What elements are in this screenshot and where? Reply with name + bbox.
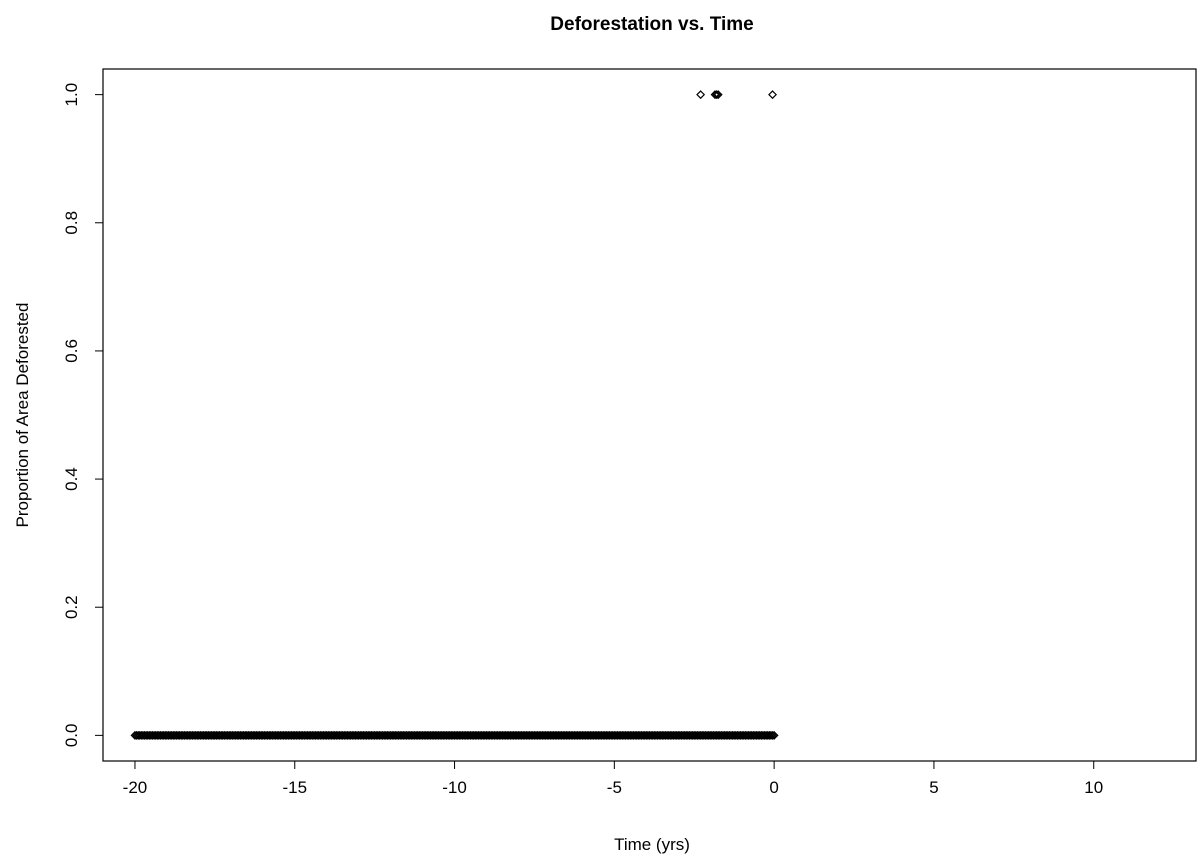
y-tick-label: 0.0 [62, 724, 81, 748]
x-axis: -20 -15 -10 -5 0 5 10 [123, 761, 1103, 797]
data-points [130, 90, 779, 740]
data-point [713, 90, 723, 100]
data-point [769, 730, 779, 740]
data-point [768, 730, 777, 740]
x-tick-label: -20 [123, 778, 148, 797]
x-tick-label: -10 [442, 778, 467, 797]
y-tick-label: 0.4 [62, 467, 81, 491]
x-tick-label: 0 [769, 778, 778, 797]
x-tick-label: -15 [282, 778, 307, 797]
y-tick-label: 0.2 [62, 595, 81, 619]
x-tick-label: 5 [929, 778, 938, 797]
data-point [696, 90, 706, 100]
data-point [710, 90, 720, 100]
data-point [768, 90, 777, 100]
plot-frame [102, 68, 1197, 762]
chart-title: Deforestation vs. Time [550, 14, 753, 35]
y-axis-label: Proportion of Area Deforested [13, 303, 32, 528]
y-axis: 0.0 0.2 0.4 0.6 0.8 1.0 [62, 83, 103, 747]
y-tick-label: 0.8 [62, 211, 81, 235]
x-tick-label: 10 [1084, 778, 1103, 797]
x-axis-label: Time (yrs) [614, 835, 690, 854]
data-point [712, 90, 722, 100]
y-tick-label: 1.0 [62, 83, 81, 107]
x-tick-label: -5 [607, 778, 622, 797]
y-tick-label: 0.6 [62, 339, 81, 363]
data-point [766, 730, 776, 740]
